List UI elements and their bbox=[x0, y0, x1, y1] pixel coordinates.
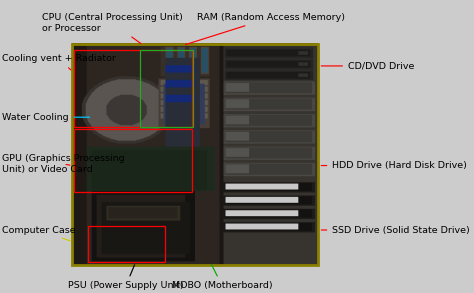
Text: PSU (Power Supply Unit): PSU (Power Supply Unit) bbox=[68, 265, 183, 290]
Text: Computer Case: Computer Case bbox=[2, 226, 75, 241]
Text: RAM (Random Access Memory): RAM (Random Access Memory) bbox=[185, 13, 345, 45]
Bar bbox=[74, 129, 192, 192]
Bar bbox=[139, 50, 192, 127]
Text: MOBO (Motherboard): MOBO (Motherboard) bbox=[172, 265, 273, 290]
Text: Cooling vent + Radiator: Cooling vent + Radiator bbox=[2, 54, 116, 70]
Bar bbox=[72, 44, 318, 265]
Text: Water Cooling: Water Cooling bbox=[2, 113, 90, 122]
Text: CD/DVD Drive: CD/DVD Drive bbox=[321, 62, 414, 70]
Bar bbox=[74, 50, 192, 127]
Text: HDD Drive (Hard Disk Drive): HDD Drive (Hard Disk Drive) bbox=[321, 161, 467, 170]
Text: SSD Drive (Solid State Drive): SSD Drive (Solid State Drive) bbox=[321, 226, 470, 234]
Text: GPU (Graphics Processing
Unit) or Video Card: GPU (Graphics Processing Unit) or Video … bbox=[2, 154, 125, 174]
Text: CPU (Central Processing Unit)
or Processor: CPU (Central Processing Unit) or Process… bbox=[42, 13, 182, 44]
Bar bbox=[89, 226, 165, 262]
